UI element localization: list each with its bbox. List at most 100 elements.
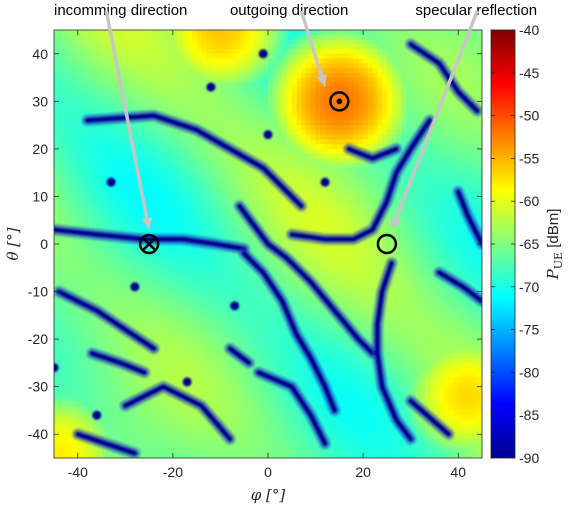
heatmap-cell — [177, 163, 183, 169]
heatmap-cell — [54, 77, 60, 83]
heatmap-cell — [73, 377, 79, 383]
heatmap-cell — [168, 163, 174, 169]
heatmap-cell — [172, 443, 179, 450]
heatmap-cell — [291, 177, 298, 183]
heatmap-cell — [268, 44, 274, 50]
heatmap-cell — [268, 77, 274, 83]
heatmap-cell — [58, 301, 65, 307]
heatmap-cell — [134, 324, 141, 331]
heatmap-cell — [268, 205, 274, 212]
heatmap-cell — [158, 410, 164, 416]
heatmap-cell — [248, 148, 255, 155]
heatmap-cell — [115, 410, 122, 416]
heatmap-cell — [201, 296, 207, 302]
heatmap-cell — [54, 49, 60, 55]
heatmap-cell — [63, 263, 69, 269]
heatmap-cell — [258, 30, 264, 36]
heatmap-cell — [272, 158, 279, 164]
heatmap-cell — [63, 282, 69, 288]
heatmap-cell — [111, 305, 117, 312]
heatmap-cell — [63, 30, 69, 36]
heatmap-cell — [63, 144, 69, 150]
heatmap-cell — [201, 253, 207, 259]
heatmap-cell — [282, 68, 288, 74]
heatmap-cell — [115, 438, 122, 445]
heatmap-cell — [206, 291, 212, 297]
heatmap-cell — [101, 267, 107, 274]
heatmap-cell — [239, 272, 245, 278]
heatmap-cell — [153, 329, 160, 335]
heatmap-cell — [177, 34, 183, 41]
heatmap-cell — [277, 115, 283, 121]
heatmap-cell — [234, 424, 241, 431]
heatmap-cell — [182, 334, 188, 340]
heatmap-cell — [187, 367, 193, 373]
heatmap-cell — [220, 153, 226, 159]
heatmap-cell — [130, 220, 136, 226]
heatmap-cell — [296, 381, 302, 388]
heatmap-cell — [291, 248, 298, 255]
heatmap-cell — [296, 277, 302, 283]
heatmap-cell — [139, 258, 145, 264]
heatmap-cell — [139, 53, 145, 60]
heatmap-cell — [196, 205, 203, 212]
heatmap-cell — [220, 210, 226, 217]
heatmap-cell — [58, 396, 65, 402]
heatmap-cell — [177, 106, 183, 112]
heatmap-cell — [187, 424, 193, 431]
heatmap-cell — [58, 277, 65, 283]
heatmap-cell — [291, 424, 298, 431]
heatmap-cell — [68, 453, 74, 458]
heatmap-cell — [196, 120, 203, 126]
heatmap-cell — [168, 72, 174, 79]
heatmap-cell — [301, 129, 307, 136]
heatmap-cell — [96, 177, 103, 183]
heatmap-cell — [239, 277, 245, 283]
heatmap-cell — [54, 210, 60, 217]
heatmap-cell — [77, 358, 84, 364]
heatmap-cell — [310, 139, 317, 145]
heatmap-cell — [248, 239, 255, 245]
heatmap-cell — [158, 377, 164, 383]
heatmap-cell — [191, 139, 198, 145]
heatmap-cell — [101, 63, 107, 69]
heatmap-cell — [68, 348, 74, 354]
heatmap-cell — [206, 191, 212, 198]
heatmap-cell — [68, 91, 74, 98]
heatmap-cell — [73, 438, 79, 445]
heatmap-cell — [229, 77, 236, 83]
heatmap-cell — [296, 315, 302, 321]
heatmap-cell — [120, 148, 126, 155]
heatmap-cell — [287, 424, 293, 431]
heatmap-cell — [239, 386, 245, 393]
heatmap-cell — [287, 39, 293, 45]
heatmap-cell — [296, 186, 302, 193]
heatmap-cell — [144, 263, 150, 269]
heatmap-cell — [54, 244, 60, 250]
heatmap-cell — [82, 324, 88, 331]
heatmap-cell — [73, 258, 79, 264]
heatmap-cell — [182, 91, 188, 98]
heatmap-cell — [54, 215, 60, 221]
heatmap-cell — [87, 191, 93, 198]
heatmap-cell — [87, 163, 93, 169]
heatmap-cell — [263, 358, 269, 364]
heatmap-cell — [210, 258, 217, 264]
heatmap-cell — [229, 453, 236, 458]
heatmap-cell — [268, 334, 274, 340]
heatmap-cell — [54, 239, 60, 245]
heatmap-cell — [263, 415, 269, 421]
heatmap-cell — [277, 343, 283, 350]
heatmap-cell — [191, 177, 198, 183]
heatmap-cell — [296, 429, 302, 435]
heatmap-cell — [63, 244, 69, 250]
heatmap-cell — [68, 215, 74, 221]
heatmap-cell — [306, 201, 312, 207]
heatmap-cell — [310, 343, 317, 350]
heatmap-cell — [244, 120, 250, 126]
heatmap-cell — [92, 134, 98, 140]
heatmap-cell — [73, 277, 79, 283]
heatmap-cell — [96, 144, 103, 150]
heatmap-cell — [158, 186, 164, 193]
heatmap-cell — [168, 210, 174, 217]
